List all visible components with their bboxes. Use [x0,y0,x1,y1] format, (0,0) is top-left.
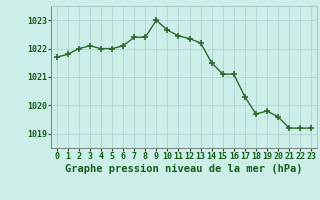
X-axis label: Graphe pression niveau de la mer (hPa): Graphe pression niveau de la mer (hPa) [65,164,303,174]
